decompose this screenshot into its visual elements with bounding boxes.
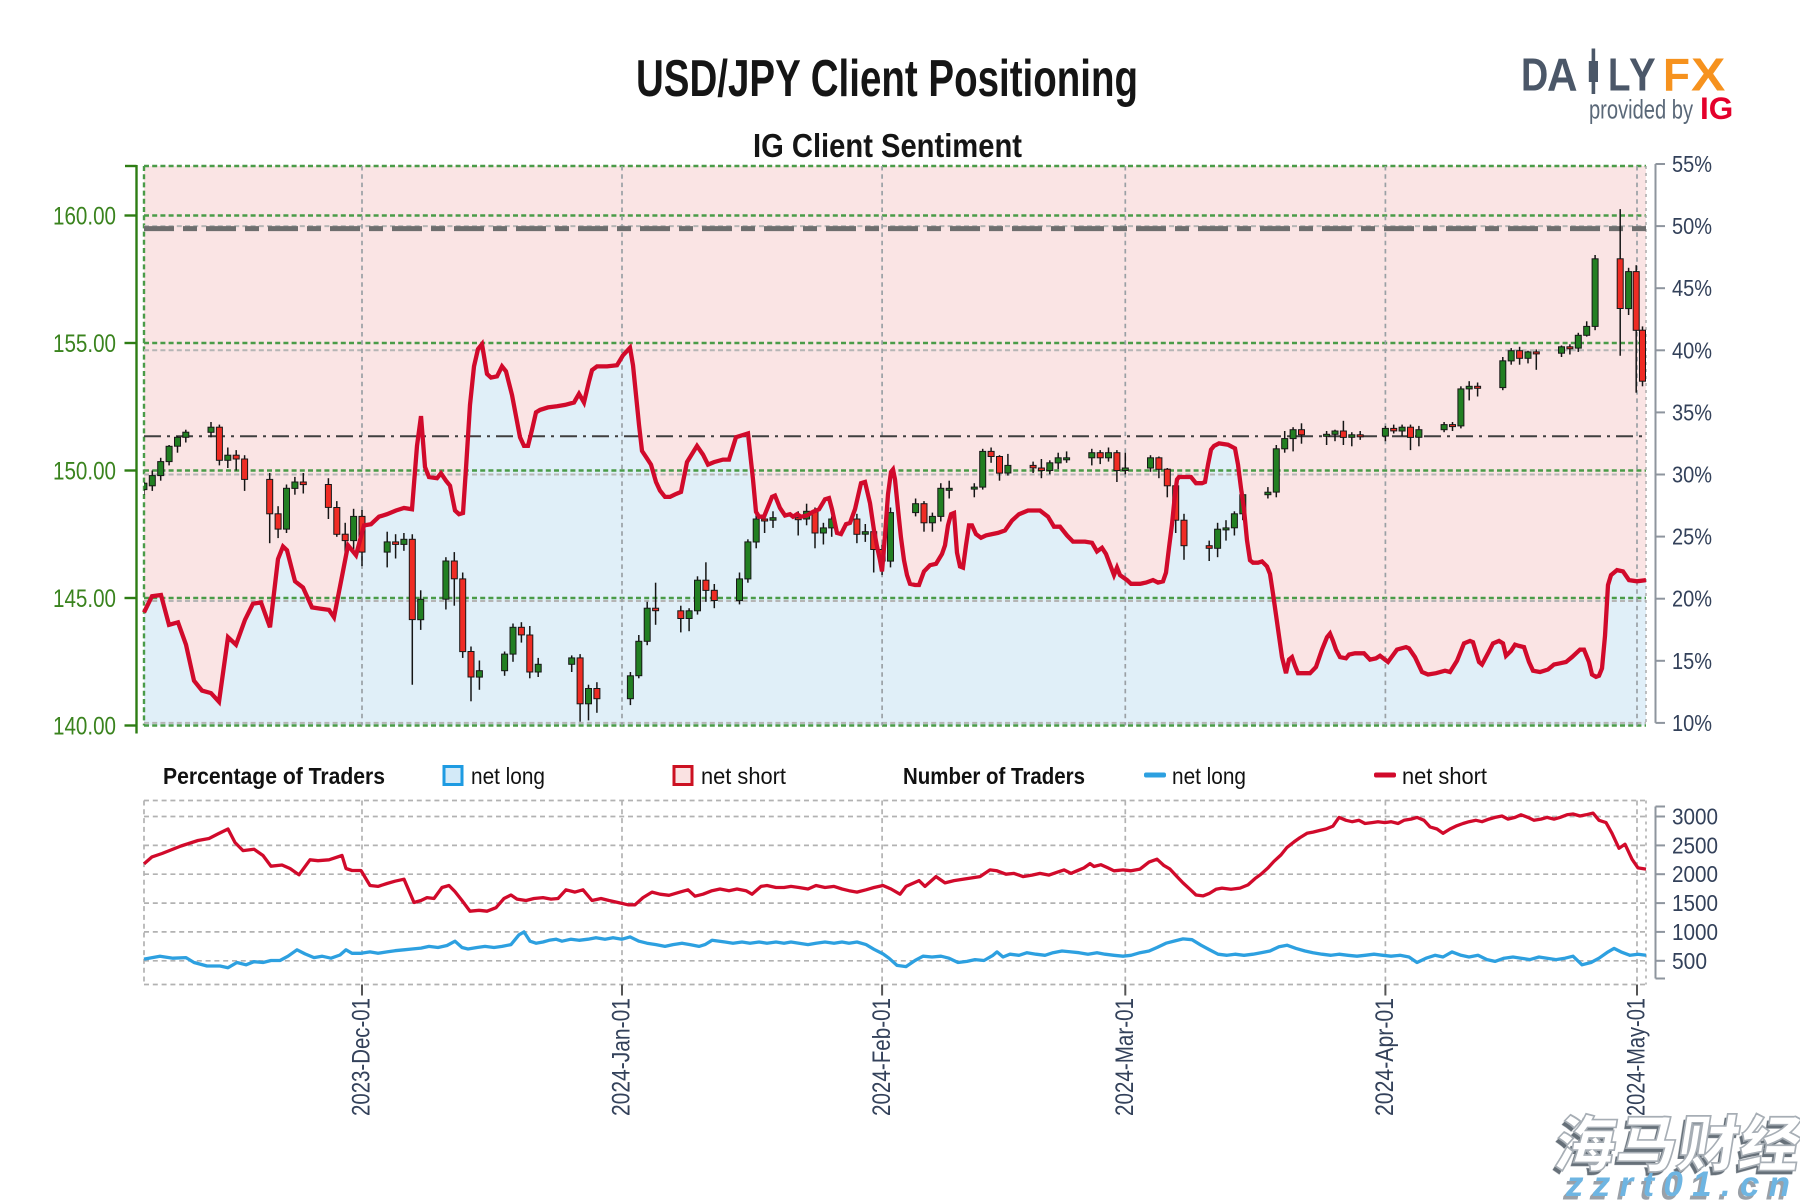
svg-text:2024-May-01: 2024-May-01 (1623, 998, 1651, 1116)
svg-text:140.00: 140.00 (53, 713, 116, 741)
svg-text:3000: 3000 (1672, 804, 1718, 830)
svg-text:1500: 1500 (1672, 890, 1718, 916)
svg-text:35%: 35% (1672, 399, 1712, 425)
svg-text:L: L (1608, 49, 1630, 101)
svg-text:IG: IG (1700, 90, 1733, 126)
svg-text:D: D (1521, 49, 1548, 100)
svg-text:155.00: 155.00 (53, 330, 116, 358)
svg-text:2000: 2000 (1672, 861, 1718, 887)
svg-text:F: F (1663, 49, 1690, 101)
svg-text:25%: 25% (1672, 524, 1712, 550)
svg-text:X: X (1691, 50, 1726, 101)
svg-text:10%: 10% (1672, 710, 1712, 736)
svg-text:Percentage of Traders: Percentage of Traders (163, 763, 385, 789)
svg-text:Number of Traders: Number of Traders (903, 763, 1085, 789)
svg-text:Y: Y (1629, 50, 1656, 101)
svg-text:2023-Dec-01: 2023-Dec-01 (348, 998, 376, 1116)
svg-text:1000: 1000 (1672, 919, 1718, 945)
svg-text:40%: 40% (1672, 337, 1712, 363)
svg-text:2024-Feb-01: 2024-Feb-01 (868, 998, 896, 1116)
svg-text:145.00: 145.00 (53, 585, 116, 613)
svg-text:500: 500 (1672, 948, 1707, 974)
svg-text:50%: 50% (1672, 213, 1712, 239)
svg-text:net long: net long (1172, 763, 1246, 789)
svg-text:2024-Mar-01: 2024-Mar-01 (1111, 998, 1139, 1116)
svg-text:150.00: 150.00 (53, 458, 116, 486)
svg-text:A: A (1547, 50, 1578, 101)
svg-text:45%: 45% (1672, 275, 1712, 301)
svg-text:provided by: provided by (1589, 95, 1693, 125)
svg-text:2024-Jan-01: 2024-Jan-01 (608, 998, 636, 1116)
svg-text:USD/JPY Client Positioning: USD/JPY Client Positioning (636, 50, 1138, 108)
svg-text:net long: net long (471, 763, 545, 789)
svg-text:160.00: 160.00 (53, 203, 116, 231)
svg-text:55%: 55% (1672, 151, 1712, 177)
svg-text:2024-Apr-01: 2024-Apr-01 (1371, 998, 1399, 1116)
svg-text:30%: 30% (1672, 462, 1712, 488)
svg-text:net short: net short (701, 763, 787, 789)
svg-text:zzrt01.cn: zzrt01.cn (1562, 1169, 1787, 1200)
svg-text:IG Client Sentiment: IG Client Sentiment (753, 127, 1022, 164)
svg-text:net short: net short (1402, 763, 1488, 789)
svg-text:20%: 20% (1672, 586, 1712, 612)
svg-text:zzrt01.cn: zzrt01.cn (1565, 1165, 1790, 1200)
svg-text:2500: 2500 (1672, 832, 1718, 858)
svg-text:15%: 15% (1672, 648, 1712, 674)
